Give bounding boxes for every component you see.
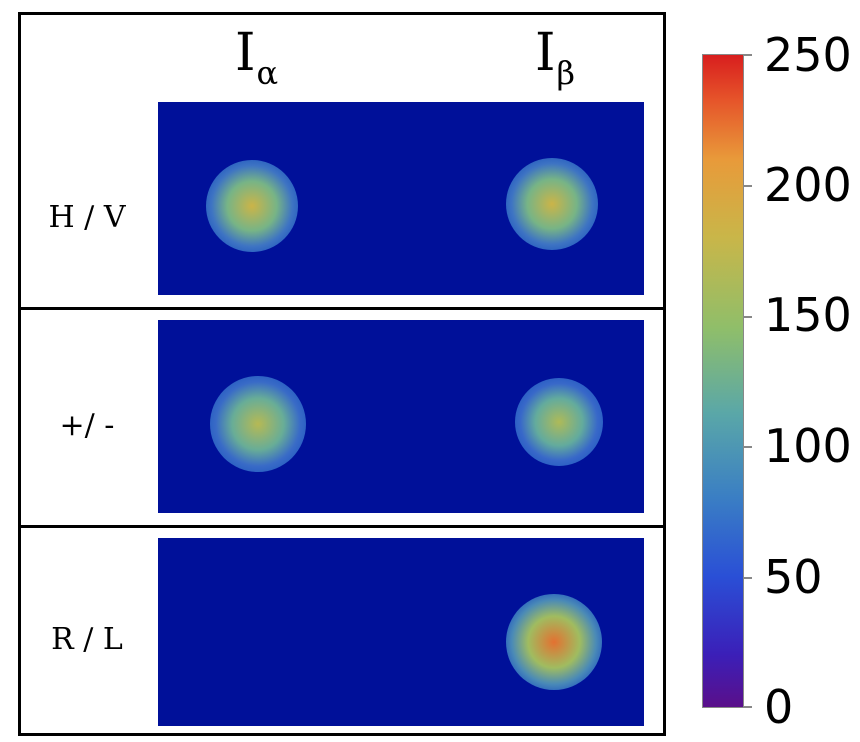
colorbar-tick	[744, 316, 752, 318]
row-divider	[21, 307, 663, 310]
colorbar-tick-label: 200	[764, 158, 852, 212]
beam-spot-beta	[506, 594, 602, 690]
colorbar-tick-label: 100	[764, 419, 852, 473]
beam-spot-beta	[515, 378, 603, 466]
image-panel-rl	[158, 538, 644, 726]
column-header-i-beta: Iβ	[535, 23, 576, 93]
beam-spot-alpha	[210, 376, 306, 472]
image-panel-diagonal	[158, 320, 644, 513]
colorbar-tick	[744, 577, 752, 579]
colorbar-tick-label: 250	[764, 28, 852, 82]
colorbar-tick	[744, 54, 752, 56]
beam-spot-beta	[506, 158, 598, 250]
row-label-rl: R / L	[51, 622, 123, 657]
colorbar-tick-label: 0	[764, 680, 794, 734]
row-divider	[21, 525, 663, 528]
colorbar-tick	[744, 185, 752, 187]
image-panel-hv	[158, 102, 644, 295]
figure-frame: Iα Iβ H / V +/ - R / L	[18, 12, 666, 736]
beam-spot-alpha	[206, 160, 298, 252]
colorbar-tick-label: 50	[764, 550, 823, 604]
colorbar	[702, 54, 744, 708]
row-label-hv: H / V	[48, 200, 126, 235]
colorbar-tick	[744, 446, 752, 448]
colorbar-tick-label: 150	[764, 288, 852, 342]
column-header-i-alpha: Iα	[235, 23, 279, 93]
row-label-diagonal: +/ -	[59, 408, 115, 443]
colorbar-tick	[744, 706, 752, 708]
